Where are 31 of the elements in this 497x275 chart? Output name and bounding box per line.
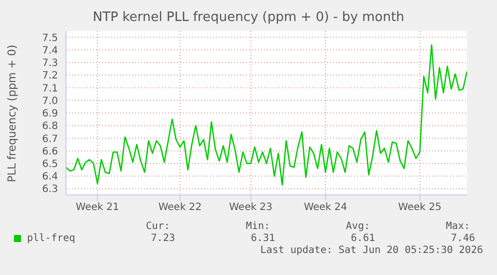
text: Avg: xyxy=(344,221,370,232)
y-tick-label: 6.7 xyxy=(42,134,58,145)
y-tick-label: 6.8 xyxy=(42,121,58,132)
text: 6.31 xyxy=(250,233,275,244)
text: 6.61 xyxy=(350,233,375,244)
x-tick-label: Week 25 xyxy=(398,202,442,214)
y-tick-label: 6.9 xyxy=(42,108,58,120)
y-tick-label: 7.4 xyxy=(42,45,58,56)
chart-title: NTP kernel PLL frequency (ppm + 0) - by month xyxy=(92,10,406,25)
y-tick-label: 6.3 xyxy=(42,184,58,196)
y-tick-label: 6.6 xyxy=(42,146,58,158)
text: Max: xyxy=(444,221,470,232)
x-tick-label: Week 24 xyxy=(304,202,348,214)
y-tick-label: 7.0 xyxy=(42,96,58,107)
y-tick-label: 7.1 xyxy=(42,83,58,94)
y-tick-label: 7.2 xyxy=(42,70,58,82)
legend-label: pll-freq xyxy=(27,233,76,244)
text: 7.46 xyxy=(450,233,475,244)
text: Last update: Sat Jun 20 05:25:30 2026 xyxy=(260,245,483,256)
x-tick-label: Week 23 xyxy=(229,202,272,214)
y-tick-label: 6.4 xyxy=(42,172,58,183)
x-tick-label: Week 21 xyxy=(76,202,120,214)
y-tick-label: 7.3 xyxy=(42,58,58,70)
x-tick-label: Week 22 xyxy=(158,202,202,214)
y-axis-title: PLL frequency (ppm + 0) xyxy=(6,44,18,182)
line-series xyxy=(66,44,467,186)
text: 7.23 xyxy=(150,233,175,244)
text: Min: xyxy=(244,221,270,232)
y-tick-label: 6.5 xyxy=(42,159,58,170)
text: Cur: xyxy=(144,221,170,232)
y-tick-label: 7.5 xyxy=(42,32,58,44)
